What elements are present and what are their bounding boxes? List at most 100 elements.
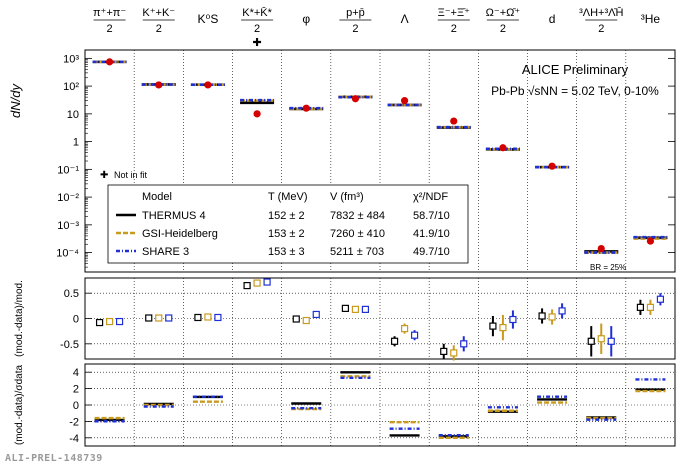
data-point — [253, 110, 261, 118]
rel-deviation-point — [646, 303, 655, 311]
category-label: K⁰S — [198, 12, 219, 26]
y-tick-label: 1 — [73, 137, 79, 149]
category-label-bottom: 2 — [451, 23, 457, 35]
y-tick-label: -2 — [69, 416, 79, 428]
rel-deviation-point — [292, 315, 300, 323]
y-tick-label: 10³ — [63, 53, 79, 65]
rel-deviation-point — [165, 314, 173, 322]
legend-model-name: SHARE 3 — [142, 246, 189, 258]
rel-deviation-point — [341, 304, 350, 312]
y-axis-label: dN/dy — [8, 83, 23, 118]
y-tick-label: 10⁻¹ — [57, 164, 79, 176]
y-tick-label: -0.5 — [60, 339, 79, 351]
category-label-bottom: 2 — [500, 23, 506, 35]
rel-deviation-point — [312, 310, 320, 319]
category-label-top: Ω⁻+Ω̄⁺ — [486, 7, 521, 19]
rel-deviation-point — [155, 314, 163, 322]
rel-deviation-point — [656, 295, 665, 303]
legend-chi2: 58.7/10 — [413, 210, 450, 222]
category-label: ³He — [641, 12, 661, 26]
gridlines — [85, 50, 675, 446]
not-in-fit-legend-text: Not in fit — [114, 170, 148, 180]
rel-deviation-point — [636, 303, 645, 311]
category-label: Λ — [401, 12, 409, 26]
category-label-bottom: 2 — [598, 23, 604, 35]
y-tick-label: 10⁻³ — [57, 220, 79, 232]
rel-deviation-point — [390, 337, 399, 345]
rel-deviation-point — [597, 335, 605, 343]
rel-deviation-point — [450, 349, 458, 357]
legend-box — [107, 184, 469, 264]
legend-chi2: 41.9/10 — [413, 228, 450, 240]
y-axis-label: (mod.-data)/σdata — [14, 365, 25, 446]
category-label-top: π⁺+π⁻ — [93, 7, 126, 19]
rel-deviation-point — [499, 324, 507, 332]
category-label: d — [549, 12, 556, 26]
legend-V: 7260 ± 410 — [330, 228, 385, 240]
rel-deviation-point — [460, 340, 468, 348]
rel-deviation-point — [440, 347, 448, 356]
data-point — [204, 81, 212, 89]
y-tick-label: 10² — [63, 81, 79, 93]
legend-header: T (MeV) — [268, 191, 308, 203]
category-label-top: K*+K̄* — [242, 6, 272, 19]
rel-deviation-point — [204, 313, 212, 321]
y-tick-label: 4 — [73, 367, 79, 379]
legend-model-name: THERMUS 4 — [142, 210, 206, 222]
rel-deviation-point — [351, 305, 360, 313]
legend-V: 7832 ± 484 — [330, 210, 385, 222]
watermark: ALI-PREL-148739 — [5, 453, 103, 464]
category-label-top: Ξ⁻+Ξ̄⁺ — [438, 7, 471, 19]
rel-deviation-point — [243, 281, 251, 290]
data-point — [302, 104, 310, 112]
rel-deviation-point — [509, 315, 517, 324]
data-point — [548, 162, 556, 170]
data-point — [646, 237, 655, 245]
data-point — [105, 58, 114, 66]
rel-deviation-point — [410, 331, 419, 339]
y-tick-label: -4 — [69, 433, 79, 445]
rel-deviation-point — [607, 337, 615, 345]
data-point — [499, 144, 507, 152]
legend-header: V (fm³) — [330, 191, 364, 203]
rel-deviation-point — [95, 318, 104, 327]
category-label-top: K⁺+K⁻ — [142, 7, 175, 19]
rel-deviation-point — [400, 325, 409, 333]
y-tick-label: 0 — [73, 400, 79, 412]
y-axis-label: (mod.-data)/mod. — [14, 280, 25, 357]
rel-deviation-point — [105, 317, 114, 326]
rel-deviation-point — [253, 279, 261, 287]
legend-T: 152 ± 2 — [268, 210, 305, 222]
rel-deviation-point — [489, 322, 497, 330]
data-point — [450, 117, 458, 125]
annotation-alice: ALICE Preliminary — [522, 62, 629, 77]
y-tick-label: 10 — [67, 109, 79, 121]
legend-header: χ²/NDF — [413, 191, 448, 203]
legend-model-name: GSI-Heidelberg — [142, 228, 218, 240]
rel-deviation-point — [115, 317, 124, 326]
legend-T: 153 ± 3 — [268, 246, 305, 258]
rel-deviation-point — [145, 314, 153, 322]
category-label-bottom: 2 — [352, 23, 358, 35]
rel-deviation-point — [558, 307, 566, 315]
category-label-bottom: 2 — [156, 23, 162, 35]
category-label-bottom: 2 — [107, 23, 113, 35]
legend-chi2: 49.7/10 — [413, 246, 450, 258]
data-point — [155, 81, 163, 89]
annotation-system: Pb-Pb √sNN = 5.02 TeV, 0-10% — [491, 84, 659, 98]
rel-deviation-point — [194, 313, 202, 322]
rel-deviation-point — [548, 313, 556, 321]
data-point — [597, 244, 605, 253]
legend-V: 5211 ± 703 — [330, 246, 384, 258]
y-tick-label: 0.5 — [64, 288, 79, 300]
category-label-top: p+p̄ — [346, 7, 365, 19]
category-label-bottom: 2 — [254, 23, 260, 35]
category-label: φ — [302, 12, 310, 26]
text-labels: π⁺+π⁻ 2 K⁺+K⁻ 2 K⁰S K*+K̄* 2 ✚ φ p+p̄ 2 Λ Ξ⁻+Ξ̄⁺ 2 Ω⁻+… — [8, 6, 660, 445]
legend-header: Model — [142, 191, 172, 203]
y-tick-label: 0 — [73, 314, 79, 326]
annotation-br: BR = 25% — [590, 263, 626, 272]
not-in-fit-marker: ✚ — [252, 37, 261, 49]
rel-deviation-point — [263, 278, 271, 286]
